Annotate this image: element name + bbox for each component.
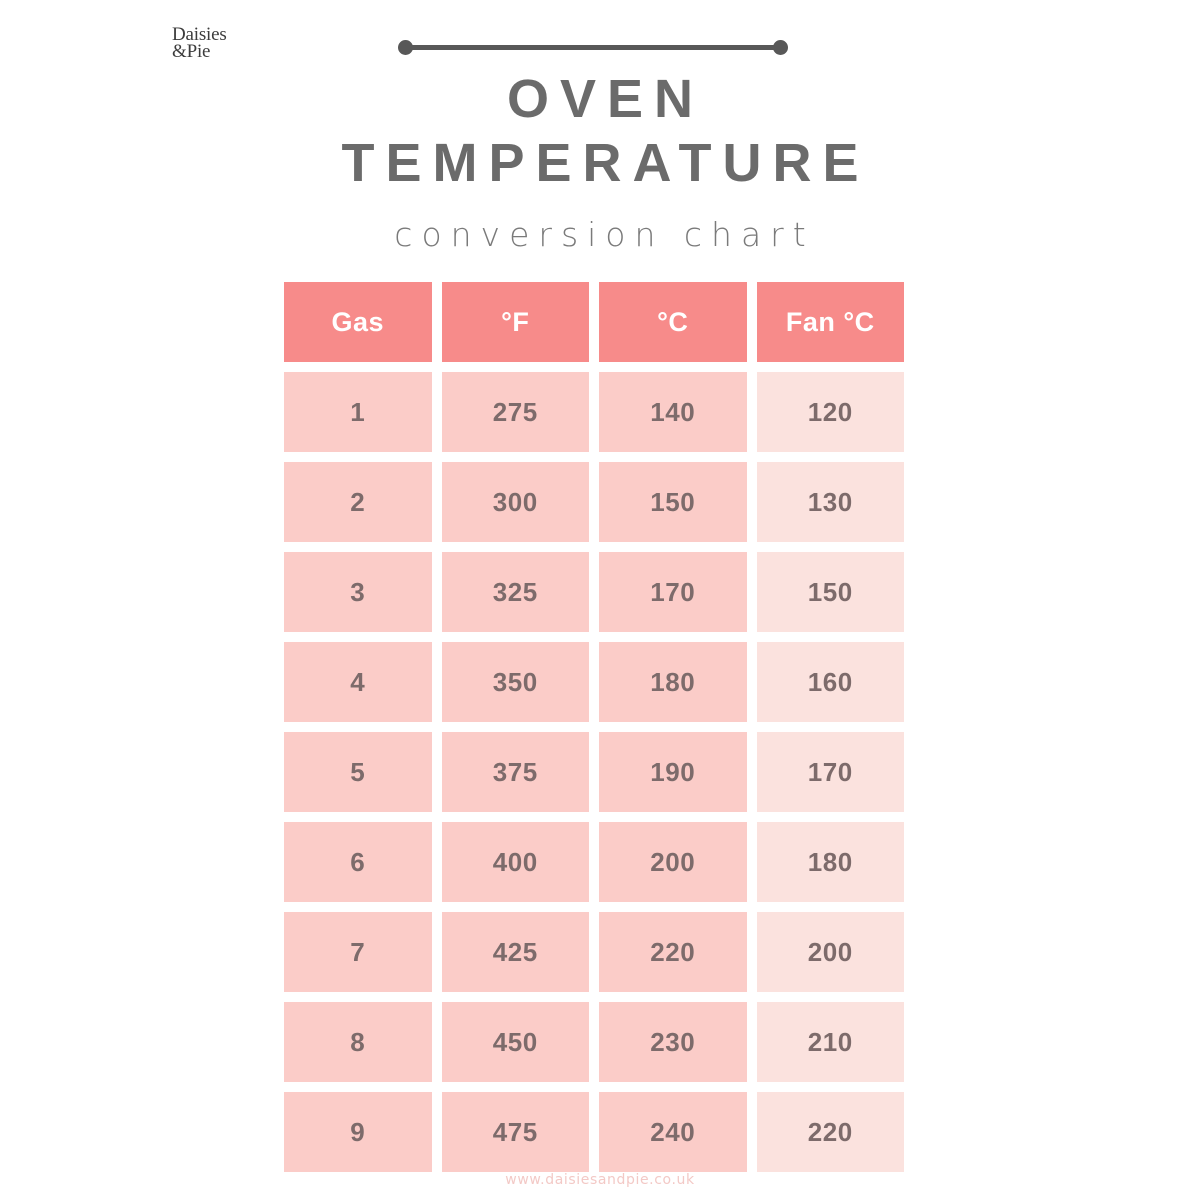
table-row: 3 325 170 150 [284, 552, 904, 632]
table-row: 6 400 200 180 [284, 822, 904, 902]
cell-c: 180 [599, 642, 747, 722]
cell-f: 475 [441, 1092, 589, 1172]
cell-c: 230 [599, 1002, 747, 1082]
cell-gas: 9 [284, 1092, 432, 1172]
cell-gas: 3 [284, 552, 432, 632]
conversion-table: Gas °F °C Fan °C 1 275 140 120 2 300 150… [284, 282, 904, 1172]
title-line-1: OVEN [506, 69, 705, 129]
cell-f: 325 [441, 552, 589, 632]
cell-fan-c: 170 [756, 732, 904, 812]
decorative-divider [398, 40, 788, 56]
brand-name-line-2: &Pie [172, 41, 211, 63]
footer-website-url[interactable]: www.daisiesandpie.co.uk [505, 1172, 695, 1188]
cell-c: 150 [599, 462, 747, 542]
cell-fan-c: 150 [756, 552, 904, 632]
cell-c: 220 [599, 912, 747, 992]
cell-f: 300 [441, 462, 589, 542]
table-row: 1 275 140 120 [284, 372, 904, 452]
cell-fan-c: 180 [756, 822, 904, 902]
cell-fan-c: 120 [756, 372, 904, 452]
cell-gas: 7 [284, 912, 432, 992]
divider-line [404, 45, 782, 50]
column-header-fan-c: Fan °C [756, 282, 904, 362]
cell-f: 400 [441, 822, 589, 902]
table-row: 2 300 150 130 [284, 462, 904, 542]
cell-fan-c: 210 [756, 1002, 904, 1082]
cell-f: 375 [441, 732, 589, 812]
cell-f: 350 [441, 642, 589, 722]
brand-name-line-1: Daisies [172, 24, 227, 45]
column-header-gas: Gas [284, 282, 432, 362]
cell-gas: 4 [284, 642, 432, 722]
cell-gas: 1 [284, 372, 432, 452]
cell-c: 240 [599, 1092, 747, 1172]
table-row: 9 475 240 220 [284, 1092, 904, 1172]
cell-fan-c: 220 [756, 1092, 904, 1172]
cell-c: 200 [599, 822, 747, 902]
table-row: 4 350 180 160 [284, 642, 904, 722]
table-row: 8 450 230 210 [284, 1002, 904, 1082]
table-row: 5 375 190 170 [284, 732, 904, 812]
cell-c: 190 [599, 732, 747, 812]
cell-fan-c: 160 [756, 642, 904, 722]
column-header-f: °F [441, 282, 589, 362]
cell-c: 140 [599, 372, 747, 452]
table-row: 7 425 220 200 [284, 912, 904, 992]
cell-fan-c: 200 [756, 912, 904, 992]
column-header-c: °C [599, 282, 747, 362]
cell-fan-c: 130 [756, 462, 904, 542]
cell-gas: 6 [284, 822, 432, 902]
brand-logo: Daisies &Pie [172, 24, 227, 63]
cell-c: 170 [599, 552, 747, 632]
page-subtitle: conversion chart [394, 215, 815, 254]
cell-gas: 8 [284, 1002, 432, 1082]
table-header-row: Gas °F °C Fan °C [284, 282, 904, 362]
cell-f: 425 [441, 912, 589, 992]
title-line-2: TEMPERATURE [341, 132, 870, 193]
cell-gas: 5 [284, 732, 432, 812]
page-title: OVEN TEMPERATURE [0, 68, 1200, 195]
cell-f: 275 [441, 372, 589, 452]
dot-icon-right [773, 40, 788, 55]
cell-f: 450 [441, 1002, 589, 1082]
cell-gas: 2 [284, 462, 432, 542]
